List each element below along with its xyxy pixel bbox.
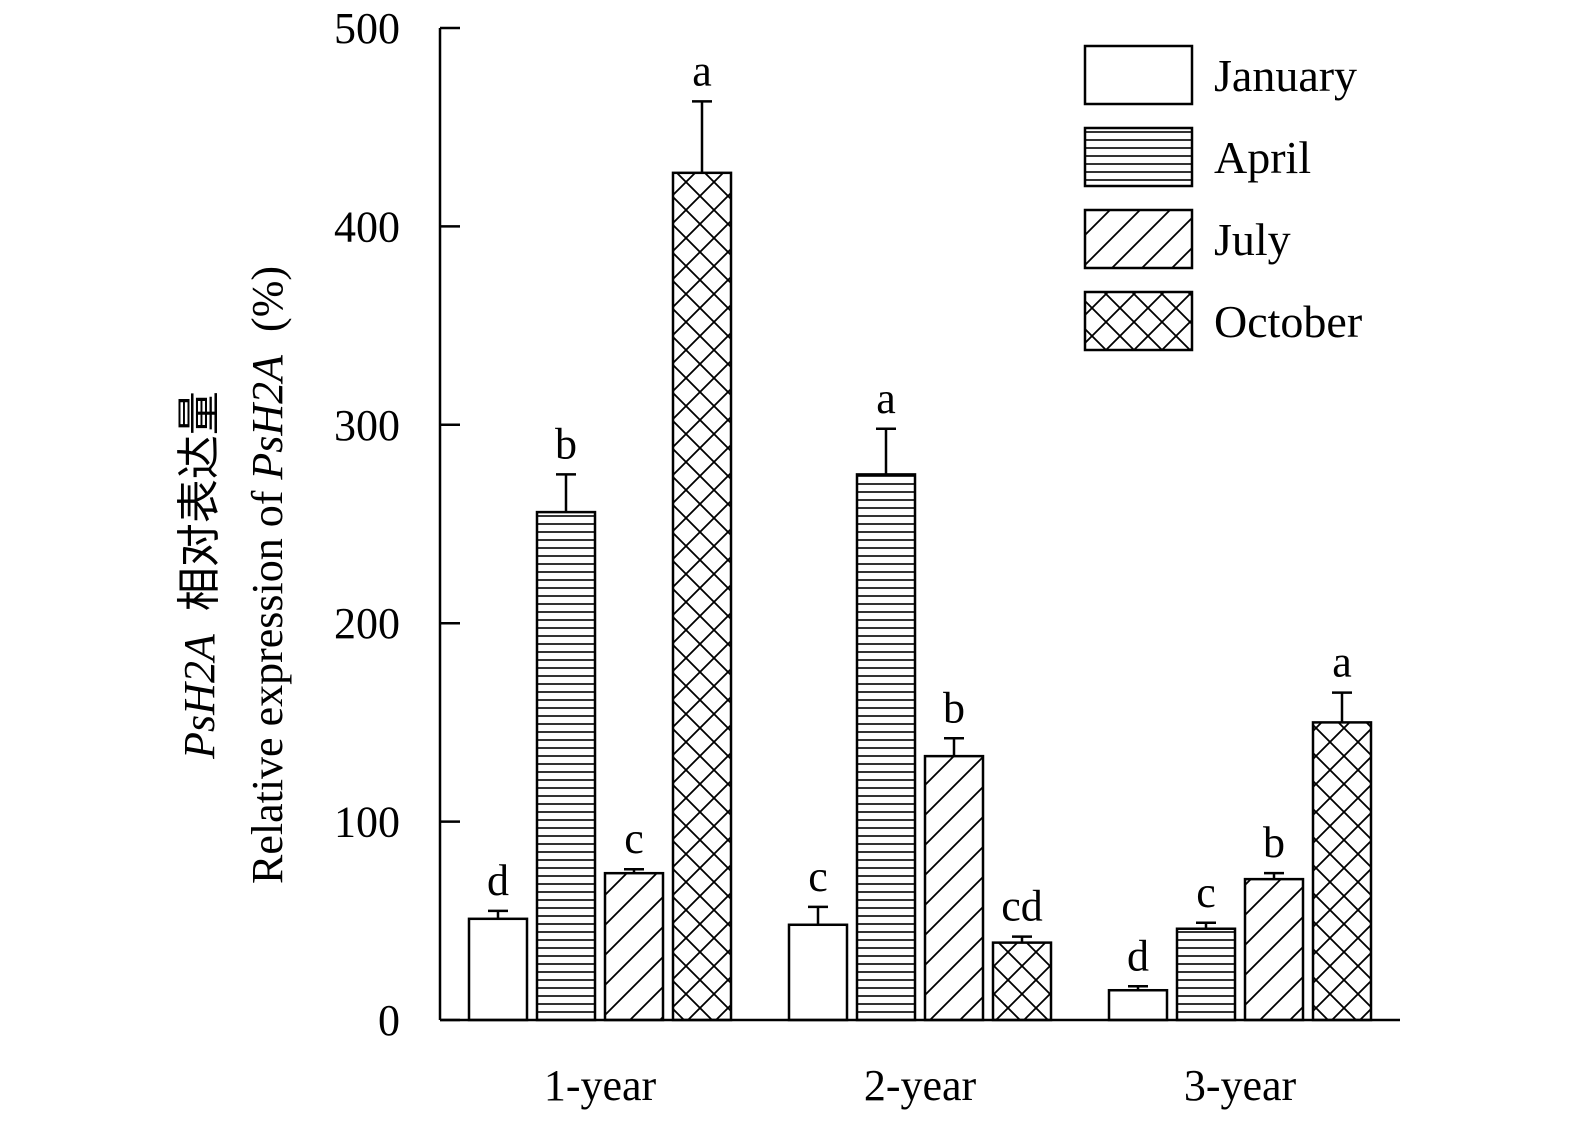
sig-letter-2-year-october: cd xyxy=(1001,882,1043,931)
legend-label-october: October xyxy=(1214,296,1362,347)
sig-letter-3-year-october: a xyxy=(1332,638,1352,687)
bar-2-year-april xyxy=(855,473,917,1022)
y-axis-title-italic: PsH2A xyxy=(175,633,224,760)
svg-text:PsH2A 相对表达量: PsH2A 相对表达量 xyxy=(174,391,225,760)
bar-3-year-april xyxy=(1175,927,1237,1022)
bar-2-year-july xyxy=(923,754,985,1022)
x-category-label-2-year: 2-year xyxy=(864,1061,977,1110)
sig-letter-3-year-january: d xyxy=(1127,931,1149,980)
y-axis-title-gene: PsH2A xyxy=(243,354,292,481)
bar-3-year-july xyxy=(1243,877,1305,1022)
bar-3-year-october xyxy=(1311,721,1373,1022)
svg-text:Relative expression of: Relative expression of PsH2A (%) xyxy=(243,266,292,884)
y-axis-ticks: 0 100 200 300 400 500 xyxy=(334,4,460,1045)
y-axis-title-unit: (%) xyxy=(243,266,292,332)
bar-2-year-january xyxy=(787,923,849,1022)
bar-1-year-january xyxy=(467,917,529,1022)
x-category-label-1-year: 1-year xyxy=(544,1061,657,1110)
sig-letter-2-year-january: c xyxy=(808,852,828,901)
sig-letter-3-year-july: b xyxy=(1263,818,1285,867)
bar-1-year-october xyxy=(671,171,733,1022)
legend-label-january: January xyxy=(1214,50,1357,101)
legend-swatch-january xyxy=(1083,44,1194,106)
bar-1-year-july xyxy=(603,871,665,1022)
sig-letter-2-year-april: a xyxy=(876,374,896,423)
x-category-label-3-year: 3-year xyxy=(1184,1061,1297,1110)
sig-letter-3-year-april: c xyxy=(1196,868,1216,917)
y-axis-title-prefix: Relative expression of xyxy=(243,480,292,884)
y-tick-label-0: 0 xyxy=(378,996,400,1045)
legend-label-july: July xyxy=(1214,214,1291,265)
y-tick-label-300: 300 xyxy=(334,401,400,450)
y-tick-label-200: 200 xyxy=(334,599,400,648)
y-tick-label-100: 100 xyxy=(334,798,400,847)
legend-swatch-july xyxy=(1083,208,1194,270)
legend-label-april: April xyxy=(1214,132,1311,183)
sig-letter-1-year-january: d xyxy=(487,856,509,905)
error-bars-layer xyxy=(488,100,1352,991)
x-axis-category-labels: 1-year 2-year 3-year xyxy=(544,1061,1297,1110)
sig-letter-1-year-april: b xyxy=(555,419,577,468)
legend-swatch-october xyxy=(1083,290,1194,352)
legend-swatch-april xyxy=(1083,126,1194,188)
bar-2-year-october xyxy=(991,941,1053,1022)
sig-letter-1-year-july: c xyxy=(624,814,644,863)
sig-letter-1-year-october: a xyxy=(692,46,712,95)
y-axis-title: PsH2A 相对表达量 Relative expression of PsH2A… xyxy=(174,266,292,884)
bar-3-year-january xyxy=(1107,988,1169,1022)
y-tick-label-400: 400 xyxy=(334,202,400,251)
y-tick-label-500: 500 xyxy=(334,4,400,53)
y-axis-title-chinese: 相对表达量 xyxy=(174,391,225,611)
legend: January April July October xyxy=(1083,44,1362,352)
bar-1-year-april xyxy=(535,510,597,1022)
sig-letter-2-year-july: b xyxy=(943,683,965,732)
